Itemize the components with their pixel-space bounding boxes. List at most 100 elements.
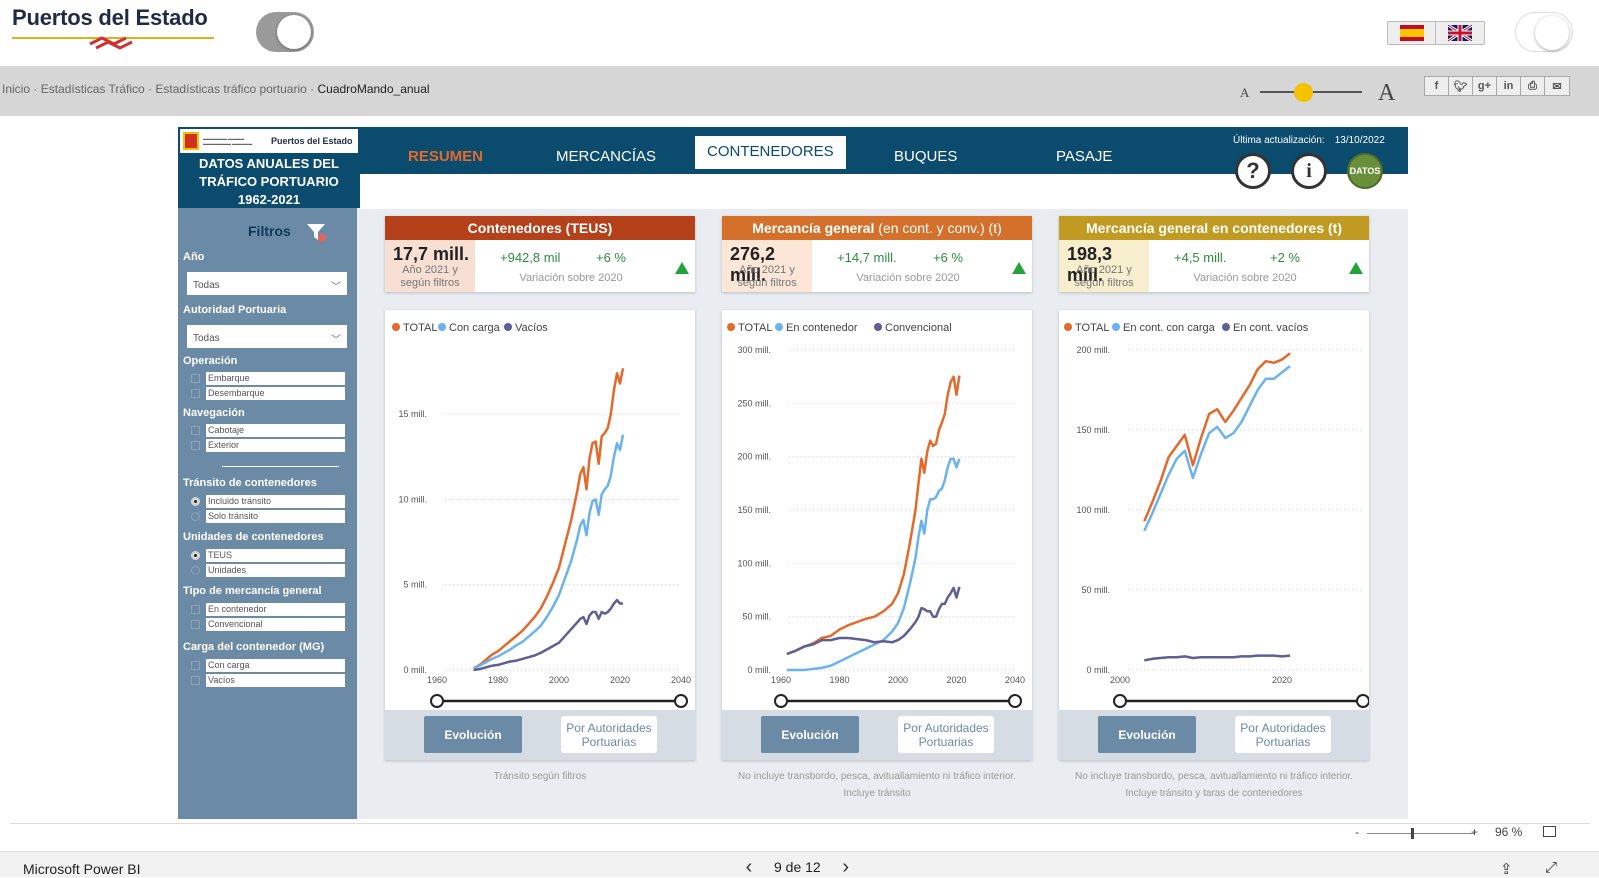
- print-icon[interactable]: ⎙: [1521, 77, 1545, 95]
- tab-mercancias[interactable]: MERCANCÍAS: [556, 148, 657, 165]
- fit-to-page-icon[interactable]: [1543, 826, 1556, 837]
- site-logo[interactable]: Puertos del Estado: [12, 5, 208, 30]
- note-line: Incluye tránsito y taras de contenedores: [1125, 788, 1303, 799]
- legend-label: TOTAL: [403, 322, 437, 334]
- kpi-subtitle-line: Año 2021 y: [1076, 264, 1132, 276]
- chevron-down-icon: ﹀: [331, 335, 341, 346]
- facebook-icon[interactable]: f: [1425, 77, 1449, 95]
- x-tick-label: 2000: [549, 675, 569, 685]
- help-button[interactable]: ?: [1235, 153, 1271, 189]
- legend-label: En contenedor: [786, 322, 858, 334]
- option-label: Solo tránsito: [206, 510, 345, 523]
- filter-option-convencional[interactable]: Convencional: [191, 618, 345, 631]
- filter-option-solo-transito[interactable]: Solo tránsito: [191, 510, 345, 523]
- breadcrumb-item-estadisticas-trafico[interactable]: Estadísticas Tráfico: [40, 82, 145, 96]
- radio[interactable]: [191, 566, 200, 575]
- last-update: Última actualización: 13/10/2022: [1233, 135, 1385, 146]
- brand-logo-text: Puertos del Estado: [271, 136, 353, 146]
- filter-funnel-icon[interactable]: [306, 222, 328, 244]
- por-autoridades-button[interactable]: Por Autoridades Portuarias: [1235, 716, 1331, 753]
- twitter-icon[interactable]: 🐦︎: [1449, 77, 1473, 95]
- mail-icon[interactable]: ✉: [1552, 80, 1562, 93]
- y-tick-label: 100 mill.: [737, 558, 771, 568]
- por-autoridades-button[interactable]: Por Autoridades Portuarias: [898, 716, 994, 753]
- filter-option-desembarque[interactable]: Desembarque: [191, 387, 345, 400]
- x-tick-label: 2020: [946, 675, 966, 685]
- filter-option-en-contenedor[interactable]: En contenedor: [191, 603, 345, 616]
- checkbox[interactable]: [191, 661, 200, 670]
- toggle-knob: [277, 15, 311, 49]
- checkbox[interactable]: [191, 426, 200, 435]
- spanish-flag-icon[interactable]: [1388, 22, 1437, 44]
- breadcrumb-item-inicio[interactable]: Inicio: [2, 82, 31, 96]
- tab-buques[interactable]: BUQUES: [894, 148, 958, 165]
- last-update-label: Última actualización:: [1233, 135, 1325, 146]
- contrast-toggle[interactable]: [256, 12, 314, 52]
- kpi-caption: Variación sobre 2020: [519, 272, 623, 284]
- google-plus-icon[interactable]: g+: [1473, 77, 1497, 95]
- evolucion-button[interactable]: Evolución: [424, 716, 522, 753]
- info-button[interactable]: i: [1291, 153, 1327, 189]
- checkbox[interactable]: [191, 441, 200, 450]
- tab-resumen[interactable]: RESUMEN: [408, 148, 484, 165]
- filter-option-embarque[interactable]: Embarque: [191, 372, 345, 385]
- filter-option-exterior[interactable]: Exterior: [191, 439, 345, 452]
- next-page-icon[interactable]: ›: [842, 856, 850, 878]
- accessibility-toggle[interactable]: [1515, 12, 1573, 52]
- checkbox[interactable]: [191, 676, 200, 685]
- button-label-line: Portuarias: [581, 734, 637, 749]
- tab-pasaje[interactable]: PASAJE: [1056, 148, 1113, 165]
- radio-selected[interactable]: [191, 551, 200, 560]
- up-arrow-icon: [675, 262, 689, 274]
- fullscreen-icon[interactable]: ⤢: [1545, 859, 1558, 876]
- line-chart-mercancia-contenedores[interactable]: TOTAL En cont. con carga En cont. vacíos 0 …: [1059, 310, 1369, 710]
- breadcrumb-current: CuadroMando_anual: [317, 82, 430, 96]
- tab-contenedores[interactable]: CONTENEDORES: [695, 136, 846, 169]
- radio-selected[interactable]: [191, 497, 200, 506]
- filter-autoridad-select[interactable]: Todas ﹀: [187, 325, 347, 348]
- filter-option-cabotaje[interactable]: Cabotaje: [191, 424, 345, 437]
- button-label-line: Portuarias: [1255, 734, 1311, 749]
- filter-option-teus[interactable]: TEUS: [191, 549, 345, 562]
- filter-option-incluido-transito[interactable]: Incluido tránsito: [191, 495, 345, 508]
- breadcrumb-item-trafico-portuario[interactable]: Estadísticas tráfico portuario: [155, 82, 307, 96]
- filter-navegacion-label: Navegación: [183, 407, 245, 419]
- datos-button[interactable]: DATOS: [1347, 153, 1383, 189]
- filter-option-vacios[interactable]: Vacíos: [191, 674, 345, 687]
- por-autoridades-button[interactable]: Por Autoridades Portuarias: [561, 716, 657, 753]
- filter-carga-label: Carga del contenedor (MG): [183, 641, 325, 653]
- legend-marker: [392, 323, 400, 331]
- checkbox[interactable]: [191, 374, 200, 383]
- note-line: No incluye transbordo, pesca, avituallam…: [738, 771, 1016, 782]
- zoom-in-button[interactable]: +: [1471, 825, 1479, 839]
- font-size-slider-handle[interactable]: [1294, 83, 1313, 102]
- filter-unidades-label: Unidades de contenedores: [183, 531, 324, 543]
- pbi-brand[interactable]: Microsoft Power BI: [23, 861, 141, 877]
- filter-option-unidades[interactable]: Unidades: [191, 564, 345, 577]
- chart-card-mercancia-general: TOTAL En contenedor Convencional 0 mill. 50 …: [722, 310, 1032, 760]
- line-chart-contenedores[interactable]: TOTAL Con carga Vacíos 0 mill. 5 mill. 10 mil…: [385, 310, 695, 710]
- share-icon[interactable]: ⇪: [1500, 861, 1513, 878]
- chevron-down-icon: ﹀: [331, 282, 341, 293]
- filter-option-con-carga[interactable]: Con carga: [191, 659, 345, 672]
- y-tick-label: 200 mill.: [737, 452, 771, 462]
- up-arrow-icon: [1349, 262, 1363, 274]
- line-chart-mercancia-general[interactable]: TOTAL En contenedor Convencional 0 mill. 50 …: [722, 310, 1032, 710]
- evolucion-button[interactable]: Evolución: [761, 716, 859, 753]
- zoom-out-button[interactable]: -: [1355, 825, 1359, 839]
- checkbox[interactable]: [191, 389, 200, 398]
- previous-page-icon[interactable]: ‹: [745, 856, 753, 878]
- zoom-slider-track[interactable]: [1367, 833, 1475, 834]
- legend-label: TOTAL: [1075, 322, 1109, 334]
- x-tick-label: 2040: [671, 675, 691, 685]
- checkbox[interactable]: [191, 620, 200, 629]
- evolucion-button[interactable]: Evolución: [1098, 716, 1196, 753]
- chart-buttons: Evolución Por Autoridades Portuarias: [1059, 710, 1369, 760]
- zoom-slider-handle[interactable]: [1411, 828, 1414, 839]
- linkedin-icon[interactable]: in: [1497, 77, 1521, 95]
- radio[interactable]: [191, 512, 200, 521]
- uk-flag-icon[interactable]: [1436, 22, 1484, 44]
- filter-anio-select[interactable]: Todas ﹀: [187, 272, 347, 295]
- range-slider-handle-start: [430, 694, 444, 708]
- checkbox[interactable]: [191, 605, 200, 614]
